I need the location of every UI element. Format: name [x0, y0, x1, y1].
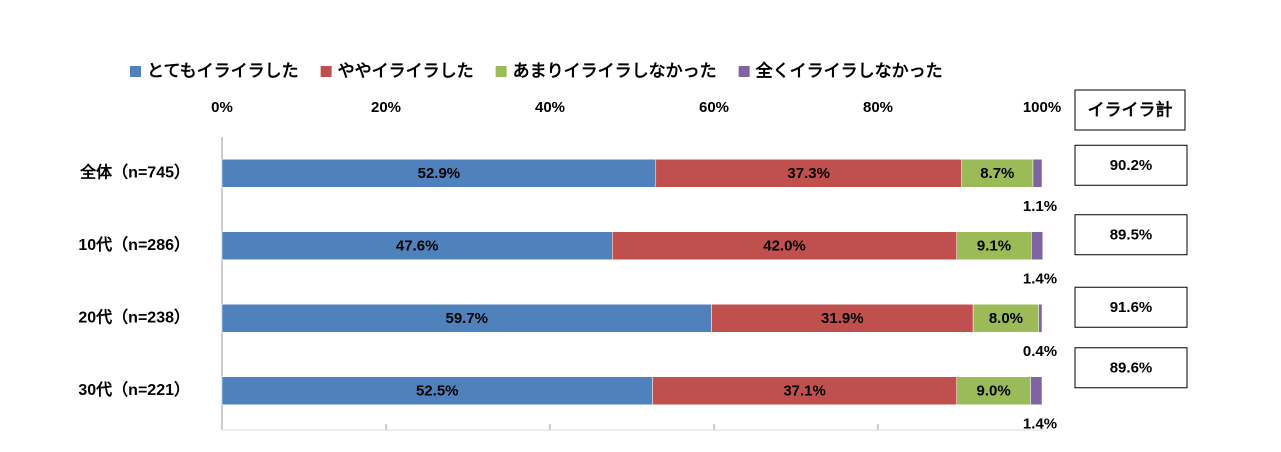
value-label: 1.4% [1023, 416, 1057, 433]
legend-swatch [130, 66, 141, 77]
value-label: 9.0% [977, 383, 1011, 400]
bar-segment [711, 304, 974, 333]
bar-segment [1030, 376, 1043, 405]
value-label: 52.9% [418, 165, 461, 182]
value-label: 0.4% [1023, 343, 1057, 360]
value-label: 9.1% [977, 238, 1011, 255]
value-label: 42.0% [763, 238, 806, 255]
bar-segment [221, 376, 653, 405]
bar-segment [1032, 159, 1043, 188]
total-box [1074, 144, 1188, 186]
bar-segment [956, 376, 1031, 405]
value-label: 52.5% [416, 383, 459, 400]
value-label: 8.0% [989, 310, 1023, 327]
x-tick-label: 60% [699, 99, 729, 116]
total-label: 89.5% [1110, 227, 1153, 244]
total-box [1074, 347, 1188, 389]
bar-segment [956, 231, 1032, 260]
legend-label: あまりイライラしなかった [513, 61, 717, 80]
value-label: 59.7% [445, 310, 488, 327]
x-tick-label: 100% [1023, 99, 1061, 116]
y-tick-label: 20代（n=238） [78, 307, 190, 326]
x-tick-label: 80% [863, 99, 893, 116]
value-label: 31.9% [821, 310, 864, 327]
bar-segment [655, 159, 962, 188]
totals-header-box [1074, 89, 1186, 131]
y-tick-label: 全体（n=745） [79, 162, 190, 181]
x-tick-label: 40% [535, 99, 565, 116]
bar-segment [221, 159, 657, 188]
legend-swatch [320, 66, 332, 77]
totals-header: イライラ計 [1088, 99, 1173, 119]
legend-swatch [738, 66, 750, 77]
legend-label: とてもイライラした [147, 61, 299, 80]
bar-segment [1031, 231, 1044, 260]
y-tick-label: 30代（n=221） [78, 380, 190, 399]
bar-segment [1038, 304, 1043, 333]
y-tick-label: 10代（n=286） [78, 235, 190, 254]
total-label: 89.6% [1110, 360, 1153, 377]
total-box [1074, 286, 1188, 328]
bar-segment [972, 304, 1039, 333]
value-label: 1.1% [1023, 198, 1057, 215]
value-label: 37.3% [787, 165, 830, 182]
bar-segment [652, 376, 957, 405]
total-label: 91.6% [1110, 299, 1153, 316]
x-tick-label: 0% [211, 99, 233, 116]
value-label: 37.1% [783, 383, 826, 400]
bar-segment [612, 231, 957, 260]
value-label: 1.4% [1023, 271, 1057, 288]
x-tick-label: 20% [371, 99, 401, 116]
legend-swatch [495, 66, 507, 77]
total-label: 90.2% [1110, 157, 1153, 174]
legend-label: ややイライラした [338, 61, 474, 80]
value-label: 47.6% [396, 238, 439, 255]
value-label: 8.7% [980, 165, 1014, 182]
bar-segment [221, 231, 613, 260]
total-box [1074, 214, 1188, 256]
legend-label: 全くイライラしなかった [755, 60, 943, 80]
